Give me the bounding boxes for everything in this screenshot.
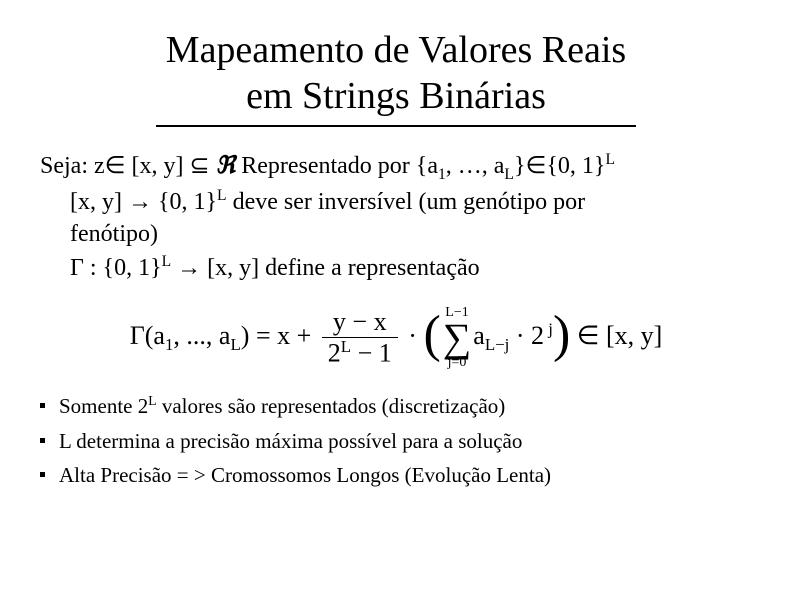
text: Somente 2: [59, 394, 148, 418]
bullet-icon: [40, 472, 45, 477]
text: ∈ [x, y]: [570, 321, 662, 350]
superscript: L: [605, 151, 615, 168]
bullet-icon: [40, 438, 45, 443]
subscript: L: [230, 335, 240, 354]
arrow-symbol: →: [177, 255, 201, 281]
superscript: L: [341, 337, 351, 356]
superscript: L: [162, 253, 172, 270]
text: , …, a: [446, 153, 505, 179]
bullet-item-2: L determina a precisão máxima possível p…: [40, 427, 752, 455]
subscript: L: [504, 166, 514, 183]
text: ·: [402, 321, 424, 350]
bullet-icon: [40, 403, 45, 408]
text: − 1: [351, 339, 392, 368]
fraction-denominator: 2L − 1: [322, 338, 398, 368]
text: [x, y]: [70, 189, 128, 215]
text: deve ser inversível (um genótipo por: [227, 189, 586, 215]
bullet-item-1: Somente 2L valores são representados (di…: [40, 392, 752, 420]
formula: Γ(a1, ..., aL) = x + y − x2L − 1 · (L−1∑…: [40, 306, 752, 370]
arrow-symbol: →: [128, 189, 152, 215]
text: [x, y]: [126, 153, 190, 179]
superscript: L: [148, 393, 156, 408]
text: {0, 1}: [546, 153, 605, 179]
text: }: [514, 153, 526, 179]
bullet-text: Alta Precisão = > Cromossomos Longos (Ev…: [59, 461, 551, 489]
title-line-2: em Strings Binárias: [246, 75, 546, 117]
subscript: L−j: [485, 335, 510, 354]
gamma-line: Γ : {0, 1}L → [x, y] define a representa…: [70, 251, 752, 284]
subscript: 1: [438, 166, 446, 183]
bullet-text: Somente 2L valores são representados (di…: [59, 392, 505, 420]
element-of-symbol: ∈: [525, 153, 546, 179]
bullet-item-3: Alta Precisão = > Cromossomos Longos (Ev…: [40, 461, 752, 489]
text: [x, y] define a representação: [207, 255, 480, 281]
sigma-symbol: ∑: [443, 320, 472, 356]
slide-title: Mapeamento de Valores Reais em Strings B…: [40, 28, 752, 119]
superscript: j: [544, 320, 553, 339]
text: , ..., a: [173, 321, 230, 350]
text: a: [473, 321, 485, 350]
text: ) = x +: [241, 321, 318, 350]
real-symbol: ℜ: [216, 153, 236, 179]
element-of-symbol: ∈: [105, 153, 126, 179]
title-underline: [156, 125, 636, 127]
mapping-line-2: fenótipo): [70, 218, 752, 250]
gamma-symbol: Γ: [130, 321, 145, 350]
text: 2: [328, 339, 341, 368]
superscript: L: [217, 187, 227, 204]
bullet-list: Somente 2L valores são representados (di…: [40, 392, 752, 489]
text: valores são representados (discretização…: [157, 394, 506, 418]
bullet-text: L determina a precisão máxima possível p…: [59, 427, 522, 455]
gamma-symbol: Γ: [70, 255, 84, 281]
fraction-numerator: y − x: [322, 308, 398, 338]
text: : {0, 1}: [84, 255, 162, 281]
text: Representado por {a: [235, 153, 438, 179]
text: · 2: [509, 321, 544, 350]
mapping-line-1: [x, y] → {0, 1}L deve ser inversível (um…: [70, 185, 752, 218]
subset-symbol: ⊆: [190, 153, 216, 179]
slide: Mapeamento de Valores Reais em Strings B…: [0, 0, 792, 612]
text: fenótipo): [70, 221, 158, 247]
text: (a: [145, 321, 165, 350]
definition-line-1: Seja: z∈ [x, y] ⊆ ℜ Representado por {a1…: [40, 149, 752, 185]
summation: L−1∑j=0: [443, 306, 472, 370]
text: {0, 1}: [158, 189, 217, 215]
title-line-1: Mapeamento de Valores Reais: [166, 29, 626, 71]
text: Seja: z: [40, 153, 105, 179]
fraction: y − x2L − 1: [322, 308, 398, 368]
slide-body: Seja: z∈ [x, y] ⊆ ℜ Representado por {a1…: [40, 149, 752, 489]
